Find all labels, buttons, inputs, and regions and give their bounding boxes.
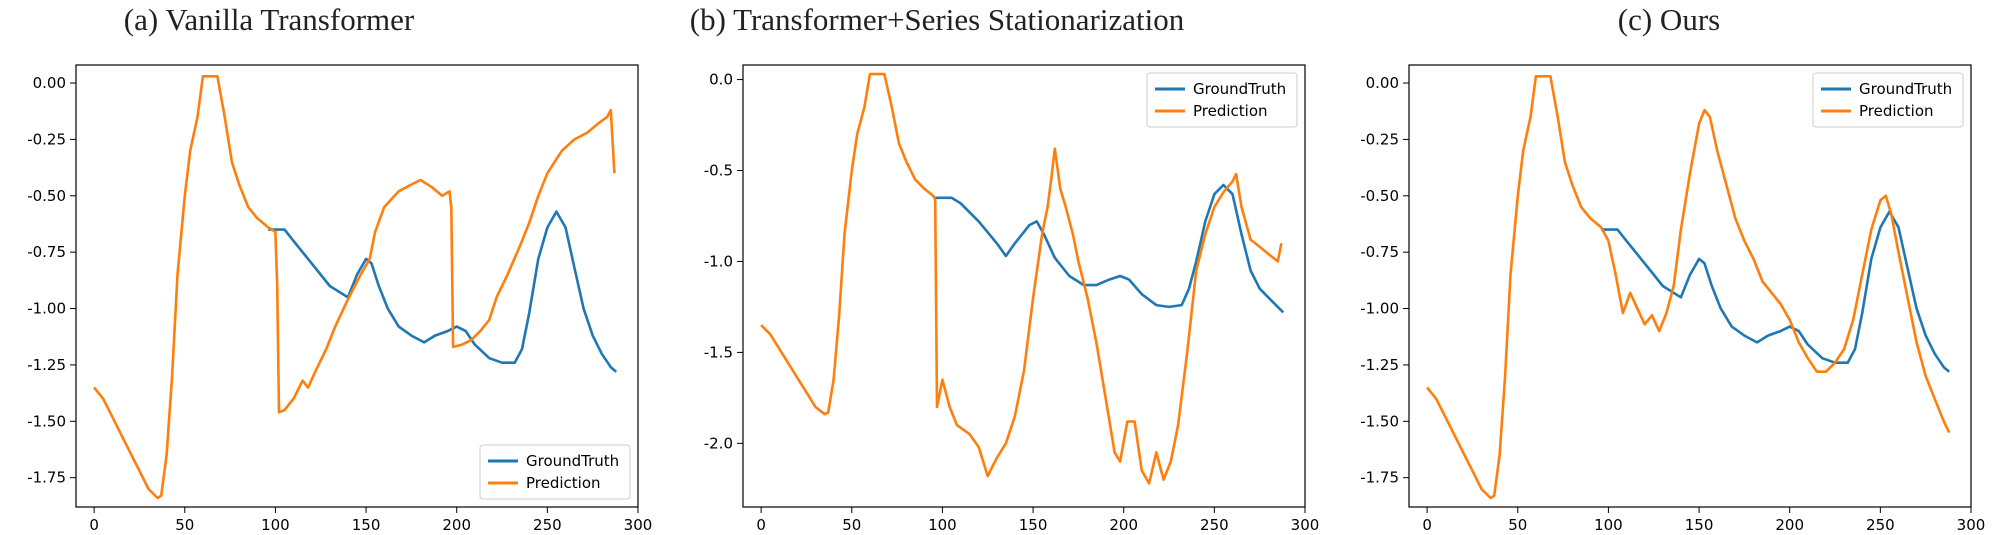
x-tick-label: 100 <box>1594 516 1623 534</box>
y-tick-label: -1.50 <box>1360 412 1399 430</box>
y-tick-label: 0.00 <box>33 74 66 92</box>
series-line-prediction <box>93 75 616 500</box>
y-tick-label: -1.00 <box>27 300 66 318</box>
y-tick-label: -1.50 <box>27 412 66 430</box>
x-tick-label: 200 <box>1775 516 1804 534</box>
chart-panel-b: 0 50 100 150 200 250 300 0.0 -0.5 -1.0 -1.5 -2.0 Gro… <box>704 64 1320 534</box>
y-tick-label: -0.5 <box>704 161 733 179</box>
legend: GroundTruth Prediction <box>479 444 631 500</box>
legend: GroundTruth Prediction <box>1146 72 1298 128</box>
series-line-groundtruth <box>268 210 618 373</box>
y-tick-label: -0.50 <box>1360 187 1399 205</box>
series-line-groundtruth <box>935 183 1285 314</box>
y-tick-label: -1.75 <box>27 469 66 487</box>
x-tick-label: 150 <box>352 516 381 534</box>
legend-label-prediction: Prediction <box>1859 102 1934 120</box>
y-tick-label: -1.5 <box>704 343 733 361</box>
x-tick-label: 0 <box>1422 516 1432 534</box>
y-tick-label: -1.75 <box>1360 469 1399 487</box>
x-tick-label: 250 <box>533 516 562 534</box>
axes-frame <box>75 64 639 508</box>
axes-frame <box>1408 64 1972 508</box>
y-tick-label: -0.50 <box>27 187 66 205</box>
panel-a-title: (a) Vanilla Transformer <box>123 2 415 37</box>
y-tick-label: -0.75 <box>27 243 66 261</box>
y-tick-label: -1.0 <box>704 252 733 270</box>
axes-frame <box>742 64 1306 508</box>
series-line-prediction <box>760 72 1283 485</box>
y-tick-label: 0.0 <box>709 71 733 89</box>
y-tick-label: 0.00 <box>1366 74 1399 92</box>
legend: GroundTruth Prediction <box>1812 72 1964 128</box>
legend-box <box>1812 72 1964 128</box>
legend-box <box>1146 72 1298 128</box>
x-tick-label: 300 <box>1291 516 1320 534</box>
x-tick-label: 0 <box>89 516 99 534</box>
y-tick-label: -0.25 <box>27 130 66 148</box>
legend-label-groundtruth: GroundTruth <box>1859 80 1952 98</box>
x-tick-label: 50 <box>1508 516 1527 534</box>
y-tick-label: -1.00 <box>1360 300 1399 318</box>
x-tick-label: 150 <box>1685 516 1714 534</box>
y-tick-label: -1.25 <box>1360 356 1399 374</box>
legend-label-prediction: Prediction <box>526 474 601 492</box>
x-tick-label: 0 <box>756 516 766 534</box>
x-tick-label: 50 <box>175 516 194 534</box>
chart-panel-c: 0 50 100 150 200 250 300 0.00 -0.25 -0.50 -0.75 -1.… <box>1360 64 1986 534</box>
x-tick-label: 300 <box>624 516 653 534</box>
legend-label-prediction: Prediction <box>1193 102 1268 120</box>
x-tick-label: 300 <box>1957 516 1986 534</box>
panel-c-title: (c) Ours <box>1617 2 1721 37</box>
x-tick-label: 100 <box>261 516 290 534</box>
x-tick-label: 100 <box>928 516 957 534</box>
y-tick-label: -2.0 <box>704 434 733 452</box>
series-line-groundtruth <box>1601 210 1951 373</box>
y-tick-label: -1.25 <box>27 356 66 374</box>
series-line-prediction <box>1426 75 1951 500</box>
x-tick-label: 150 <box>1019 516 1048 534</box>
y-tick-label: -0.25 <box>1360 130 1399 148</box>
panel-b-title: (b) Transformer+Series Stationarization <box>689 2 1185 37</box>
chart-panel-a: 0 50 100 150 200 250 300 0.00 -0.25 -0.50 -0.75 -1.… <box>27 64 653 534</box>
x-tick-label: 200 <box>1109 516 1138 534</box>
x-tick-label: 200 <box>442 516 471 534</box>
legend-label-groundtruth: GroundTruth <box>1193 80 1286 98</box>
y-tick-label: -0.75 <box>1360 243 1399 261</box>
x-tick-label: 250 <box>1200 516 1229 534</box>
x-tick-label: 50 <box>842 516 861 534</box>
legend-label-groundtruth: GroundTruth <box>526 452 619 470</box>
legend-box <box>479 444 631 500</box>
x-tick-label: 250 <box>1866 516 1895 534</box>
